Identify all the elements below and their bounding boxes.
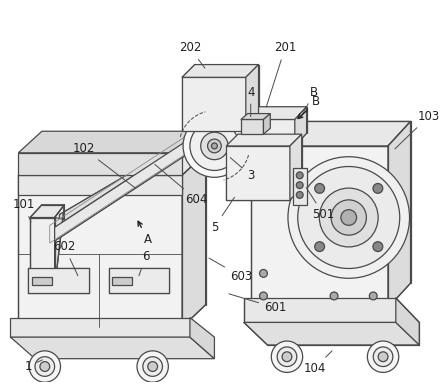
Polygon shape [32, 277, 52, 285]
Polygon shape [290, 134, 302, 200]
Polygon shape [30, 217, 54, 288]
Circle shape [190, 122, 239, 171]
Text: 501: 501 [306, 188, 335, 221]
Circle shape [296, 182, 303, 189]
Circle shape [282, 352, 292, 362]
Text: 4: 4 [247, 86, 254, 117]
Text: 103: 103 [395, 110, 439, 149]
Polygon shape [54, 205, 64, 288]
Circle shape [260, 269, 268, 277]
Polygon shape [396, 298, 420, 345]
Polygon shape [11, 318, 190, 337]
Polygon shape [295, 107, 307, 146]
Circle shape [288, 157, 409, 278]
Text: 101: 101 [12, 198, 35, 222]
Text: 201: 201 [266, 41, 296, 107]
Polygon shape [246, 64, 259, 131]
Polygon shape [226, 134, 302, 146]
Circle shape [373, 347, 393, 367]
Polygon shape [18, 153, 206, 175]
Text: 604: 604 [155, 164, 208, 207]
Polygon shape [30, 205, 64, 217]
Text: B: B [301, 86, 319, 117]
Circle shape [298, 166, 400, 269]
Circle shape [296, 191, 303, 198]
Polygon shape [264, 113, 270, 134]
Polygon shape [182, 64, 259, 77]
Polygon shape [216, 120, 295, 146]
Circle shape [315, 242, 325, 252]
Polygon shape [388, 122, 411, 308]
Polygon shape [216, 107, 307, 120]
Circle shape [331, 200, 366, 235]
Polygon shape [28, 269, 89, 293]
Polygon shape [293, 169, 307, 205]
Circle shape [148, 362, 158, 371]
Circle shape [40, 362, 50, 371]
Circle shape [143, 357, 163, 376]
Circle shape [319, 188, 378, 247]
Text: 104: 104 [303, 351, 332, 375]
Circle shape [296, 172, 303, 179]
Text: A: A [138, 221, 152, 245]
Polygon shape [251, 122, 411, 146]
Text: 5: 5 [211, 197, 234, 234]
Circle shape [378, 352, 388, 362]
Polygon shape [244, 322, 420, 345]
Text: 3: 3 [230, 157, 254, 182]
Polygon shape [226, 146, 290, 200]
Text: 601: 601 [229, 294, 287, 314]
Polygon shape [18, 131, 206, 153]
Text: 1: 1 [24, 360, 42, 373]
Polygon shape [109, 269, 169, 293]
Polygon shape [18, 175, 182, 327]
Circle shape [373, 242, 383, 252]
Circle shape [211, 143, 218, 149]
Polygon shape [59, 120, 222, 224]
Circle shape [315, 183, 325, 193]
Circle shape [208, 139, 222, 153]
Polygon shape [244, 298, 396, 322]
Polygon shape [18, 153, 182, 175]
Polygon shape [54, 122, 216, 241]
Text: 202: 202 [179, 41, 205, 68]
Text: 6: 6 [139, 250, 150, 276]
Circle shape [369, 292, 377, 300]
Circle shape [183, 115, 246, 177]
Text: B: B [298, 95, 320, 119]
Text: 603: 603 [209, 258, 252, 283]
Polygon shape [59, 120, 222, 224]
Circle shape [330, 292, 338, 300]
Circle shape [277, 347, 297, 367]
Text: 602: 602 [53, 240, 78, 276]
Circle shape [137, 351, 168, 382]
Circle shape [341, 210, 357, 225]
Text: 102: 102 [73, 142, 136, 188]
Polygon shape [182, 153, 206, 327]
Polygon shape [251, 146, 388, 308]
Circle shape [201, 132, 228, 160]
Polygon shape [241, 120, 264, 134]
Polygon shape [190, 318, 214, 359]
Polygon shape [113, 277, 132, 285]
Circle shape [35, 357, 54, 376]
Polygon shape [18, 175, 182, 195]
Circle shape [29, 351, 61, 382]
Circle shape [260, 292, 268, 300]
Circle shape [373, 183, 383, 193]
Polygon shape [11, 337, 214, 359]
Polygon shape [241, 113, 270, 120]
Circle shape [271, 341, 303, 372]
Polygon shape [182, 77, 246, 131]
Circle shape [367, 341, 399, 372]
